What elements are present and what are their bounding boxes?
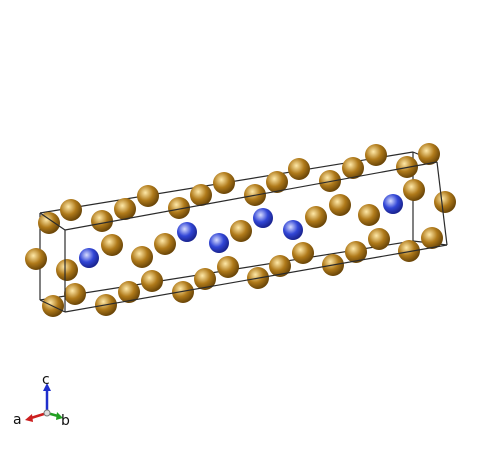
atom-gold	[168, 197, 190, 219]
atom-gold	[288, 158, 310, 180]
atom-gold	[91, 210, 113, 232]
c-axis-label: c	[42, 372, 50, 388]
unit-cell-edge	[64, 161, 438, 231]
atom-gold	[172, 281, 194, 303]
a-axis-label: a	[13, 412, 22, 428]
atom-blue	[283, 220, 303, 240]
atom-gold	[137, 185, 159, 207]
atoms-layer	[25, 143, 456, 317]
atom-gold	[101, 234, 123, 256]
atom-gold	[266, 171, 288, 193]
atom-gold	[217, 256, 239, 278]
atom-gold	[368, 228, 390, 250]
atom-gold	[329, 194, 351, 216]
atom-gold	[434, 191, 456, 213]
atom-gold	[25, 248, 47, 270]
atom-gold	[342, 157, 364, 179]
unit-cell-edge	[436, 161, 448, 246]
atom-gold	[269, 255, 291, 277]
atom-blue	[209, 233, 229, 253]
atom-blue	[383, 194, 403, 214]
a-axis-arrowhead	[25, 414, 33, 422]
atom-gold	[60, 199, 82, 221]
atom-gold	[131, 246, 153, 268]
atom-gold	[292, 242, 314, 264]
atom-gold	[190, 184, 212, 206]
atom-blue	[253, 208, 273, 228]
atom-blue	[79, 248, 99, 268]
unit-cell-front-edges	[39, 161, 448, 313]
atom-gold	[358, 204, 380, 226]
atom-gold	[56, 259, 78, 281]
b-axis-arrowhead	[56, 412, 63, 420]
atom-gold	[365, 144, 387, 166]
atom-gold	[418, 143, 440, 165]
axes-origin	[43, 409, 51, 417]
atom-blue	[177, 222, 197, 242]
c-axis-arrowhead	[43, 383, 51, 391]
unit-cell-edge	[39, 299, 66, 313]
atom-gold	[64, 283, 86, 305]
atom-gold	[118, 281, 140, 303]
atom-gold	[194, 268, 216, 290]
b-axis-label: b	[61, 413, 70, 429]
atom-gold	[345, 241, 367, 263]
atom-gold	[154, 233, 176, 255]
atom-gold	[230, 220, 252, 242]
unit-cell-edge	[64, 244, 448, 313]
axes-orientation-indicator: c a b	[13, 372, 70, 429]
atom-gold	[403, 179, 425, 201]
atom-gold	[398, 240, 420, 262]
atom-gold	[141, 270, 163, 292]
unit-cell-edge	[39, 212, 66, 231]
atom-gold	[114, 198, 136, 220]
atom-gold	[38, 212, 60, 234]
atom-gold	[305, 206, 327, 228]
atom-gold	[421, 227, 443, 249]
atom-gold	[213, 172, 235, 194]
